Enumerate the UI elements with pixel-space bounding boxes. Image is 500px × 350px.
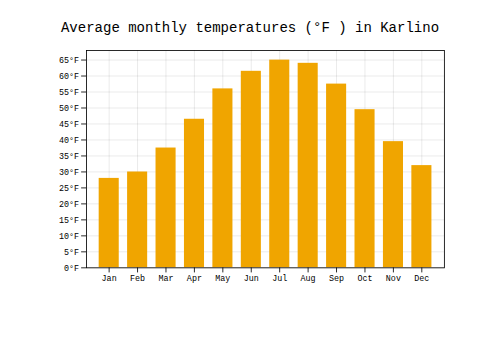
svg-text:0°F: 0°F <box>64 263 79 273</box>
svg-text:15°F: 15°F <box>59 216 79 226</box>
svg-text:30°F: 30°F <box>59 168 79 178</box>
html-text:Average monthly temperatures (: Average monthly temperatures (°F ) in Ka… <box>61 20 439 36</box>
svg-text:Jan: Jan <box>102 274 117 284</box>
svg-text:Aug: Aug <box>301 274 316 284</box>
svg-text:Apr: Apr <box>187 274 202 284</box>
svg-text:55°F: 55°F <box>59 88 79 98</box>
svg-text:May: May <box>215 274 230 284</box>
svg-text:Sep: Sep <box>329 274 344 284</box>
svg-text:5°F: 5°F <box>64 248 79 258</box>
svg-text:50°F: 50°F <box>59 104 79 114</box>
svg-text:40°F: 40°F <box>59 136 79 146</box>
svg-text:Oct: Oct <box>357 274 372 284</box>
svg-text:Jun: Jun <box>244 274 259 284</box>
svg-text:25°F: 25°F <box>59 184 79 194</box>
svg-text:Feb: Feb <box>130 274 145 284</box>
svg-text:65°F: 65°F <box>59 56 79 66</box>
svg-text:60°F: 60°F <box>59 72 79 82</box>
svg-text:Dec: Dec <box>414 274 429 284</box>
svg-text:10°F: 10°F <box>59 232 79 242</box>
svg-text:Nov: Nov <box>386 274 401 284</box>
svg-text:20°F: 20°F <box>59 200 79 210</box>
svg-text:Jul: Jul <box>272 274 287 284</box>
svg-text:35°F: 35°F <box>59 152 79 162</box>
svg-text:45°F: 45°F <box>59 120 79 130</box>
svg-text:Mar: Mar <box>158 274 173 284</box>
